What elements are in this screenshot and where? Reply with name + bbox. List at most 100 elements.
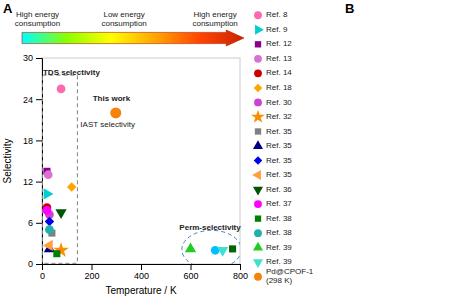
tick-label: 24 bbox=[23, 95, 33, 105]
arrow-label-line: consumption bbox=[15, 19, 60, 28]
tick-label: 6 bbox=[28, 218, 33, 228]
tick: 800 bbox=[233, 264, 248, 281]
arrow-label-line: High energy bbox=[16, 10, 59, 19]
tick: 6 bbox=[28, 218, 42, 228]
data-point bbox=[43, 240, 53, 251]
tick-label: 30 bbox=[23, 53, 33, 63]
tick: 12 bbox=[23, 177, 42, 187]
chart: ABHigh energyconsumptionLow energyconsum… bbox=[0, 0, 474, 300]
tick-mark bbox=[240, 264, 241, 270]
legend-symbol bbox=[254, 229, 262, 237]
x-axis: 0200400600800 bbox=[40, 264, 248, 281]
perm-ellipse bbox=[182, 230, 240, 264]
tick-label: 400 bbox=[134, 271, 149, 281]
this-work-point bbox=[110, 107, 121, 118]
arrow-label-line: High energy bbox=[194, 10, 237, 19]
tick: 600 bbox=[183, 264, 198, 281]
data-point bbox=[57, 85, 66, 94]
legend-label-line: Ref. 36 bbox=[266, 185, 292, 194]
legend-symbol bbox=[251, 110, 265, 123]
legend-label-line: Ref. 39 bbox=[266, 257, 292, 266]
legend-symbol bbox=[255, 41, 261, 47]
legend-label: Ref. 32 bbox=[266, 112, 292, 121]
tick-label: 800 bbox=[233, 271, 248, 281]
legend: Ref. 8 Ref. 9 Ref. 12 Ref. 13 Ref. 14 Ref. 18… bbox=[251, 10, 314, 285]
legend-label-line: (298 K) bbox=[266, 276, 293, 285]
tick-mark bbox=[191, 264, 192, 270]
tick: 0 bbox=[40, 264, 45, 281]
tick-label: 0 bbox=[40, 271, 45, 281]
annotation: This work bbox=[93, 94, 131, 103]
y-axis: 0 6 12 18 24 30 bbox=[23, 53, 43, 269]
legend-symbol bbox=[254, 273, 262, 281]
legend-label-line: Ref. 39 bbox=[266, 243, 292, 252]
legend-label-line: Ref. 35 bbox=[266, 141, 292, 150]
legend-symbol bbox=[253, 140, 263, 149]
data-point bbox=[45, 225, 54, 234]
plot-marks bbox=[42, 75, 240, 264]
x-axis-title: Temperature / K bbox=[105, 285, 176, 296]
tick: 400 bbox=[134, 264, 149, 281]
legend-label-line: Ref. 35 bbox=[266, 156, 292, 165]
legend-symbol bbox=[254, 55, 262, 63]
legend-label-line: Ref. 13 bbox=[266, 54, 292, 63]
legend-symbol bbox=[252, 170, 261, 180]
legend-symbol bbox=[254, 200, 262, 208]
legend-label-line: Ref. 9 bbox=[266, 25, 288, 34]
arrow-label-line: Low energy bbox=[103, 10, 144, 19]
tick: 30 bbox=[23, 53, 42, 63]
legend-label: Ref. 18 bbox=[266, 83, 292, 92]
data-point bbox=[43, 206, 52, 215]
data-point bbox=[44, 170, 53, 179]
legend-symbol bbox=[254, 11, 262, 19]
tick-label: 0 bbox=[28, 259, 33, 269]
tds-box bbox=[42, 75, 77, 263]
data-point bbox=[229, 245, 236, 252]
legend-label: Ref. 38 bbox=[266, 228, 292, 237]
legend-label-line: Ref. 30 bbox=[266, 98, 292, 107]
tick-mark bbox=[36, 223, 42, 224]
tick: 18 bbox=[23, 136, 42, 146]
data-point bbox=[217, 247, 228, 257]
tick-label: 18 bbox=[23, 136, 33, 146]
arrow-label: High energyconsumption bbox=[15, 10, 60, 28]
legend-label-line: Ref. 35 bbox=[266, 127, 292, 136]
legend-label: Ref. 35 bbox=[266, 141, 292, 150]
legend-symbol bbox=[254, 156, 262, 164]
data-point bbox=[185, 242, 196, 252]
tick-mark bbox=[36, 58, 42, 59]
data-point bbox=[55, 209, 66, 219]
tick-label: 600 bbox=[183, 271, 198, 281]
data-point bbox=[44, 188, 54, 199]
legend-symbol bbox=[254, 69, 262, 77]
legend-label: Ref. 8 bbox=[266, 10, 288, 19]
legend-label: Ref. 30 bbox=[266, 98, 292, 107]
legend-label-line: Ref. 14 bbox=[266, 68, 292, 77]
legend-label-line: Ref. 18 bbox=[266, 83, 292, 92]
legend-symbol bbox=[255, 128, 261, 134]
legend-label-line: Ref. 8 bbox=[266, 10, 288, 19]
legend-label-line: Ref. 12 bbox=[266, 39, 292, 48]
legend-symbol bbox=[253, 242, 263, 251]
data-point bbox=[67, 182, 76, 191]
arrow-label: Low energyconsumption bbox=[101, 10, 146, 28]
legend-label: Ref. 12 bbox=[266, 39, 292, 48]
legend-label-line: Ref. 32 bbox=[266, 112, 292, 121]
legend-label: Ref. 35 bbox=[266, 170, 292, 179]
tick: 0 bbox=[28, 259, 42, 269]
legend-label: Pd@CPOF-1(298 K) bbox=[266, 267, 314, 285]
plot-frame bbox=[42, 58, 240, 264]
arrow-label-line: consumption bbox=[192, 19, 237, 28]
arrow-label-line: consumption bbox=[101, 19, 146, 28]
tick-label: 12 bbox=[23, 177, 33, 187]
legend-label: Ref. 9 bbox=[266, 25, 288, 34]
legend-label-line: Ref. 38 bbox=[266, 214, 292, 223]
legend-label: Ref. 39 bbox=[266, 243, 292, 252]
legend-symbol bbox=[254, 84, 262, 92]
axis-line bbox=[43, 265, 241, 271]
legend-label-line: Ref. 35 bbox=[266, 170, 292, 179]
annotation: TDS selectivity bbox=[43, 68, 100, 77]
legend-symbol bbox=[255, 215, 261, 221]
panel-label: B bbox=[345, 1, 354, 16]
tick-mark bbox=[36, 264, 42, 265]
